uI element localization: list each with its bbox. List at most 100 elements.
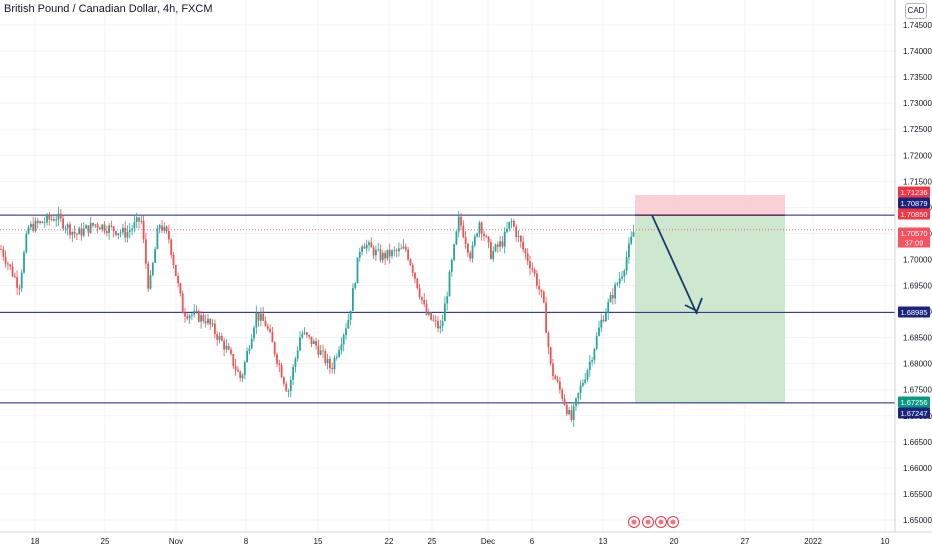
candle-body: [36, 220, 39, 224]
candle-body: [501, 241, 504, 247]
time-tick-label: Nov: [169, 537, 183, 546]
candle-body: [278, 363, 281, 366]
currency-badge[interactable]: CAD: [905, 3, 927, 19]
candle-body: [255, 312, 258, 328]
candle-body: [230, 349, 232, 355]
price-tick-label: 1.74500: [903, 21, 932, 30]
candle-body: [110, 225, 113, 227]
candle-body: [602, 319, 605, 322]
candle-body: [220, 335, 223, 341]
candle-body: [453, 244, 455, 260]
candle-body: [191, 314, 193, 316]
candle-body: [227, 345, 230, 350]
candle-body: [269, 328, 271, 333]
candle-body: [195, 310, 198, 312]
candle-body: [444, 303, 446, 322]
candle-body: [361, 246, 363, 252]
candle-body: [27, 227, 30, 234]
candle-body: [400, 248, 403, 250]
candle-body: [53, 219, 55, 221]
candle-body: [575, 398, 577, 406]
candle-body: [473, 236, 476, 246]
candle-body: [407, 249, 409, 260]
candle-body: [434, 320, 437, 322]
candle-body: [119, 232, 122, 234]
candle-body: [11, 266, 14, 277]
candle-body: [524, 249, 527, 254]
candle-body: [69, 224, 71, 235]
candle-body: [439, 326, 442, 329]
candle-body: [168, 231, 170, 240]
candle-body: [296, 350, 299, 359]
candle-body: [294, 358, 297, 367]
candle-body: [138, 217, 140, 222]
price-label-box: [898, 186, 930, 198]
candle-body: [450, 259, 453, 272]
candle-body: [494, 244, 497, 251]
candle-body: [536, 273, 538, 286]
take-profit-zone[interactable]: [635, 215, 785, 403]
candle-body: [239, 371, 242, 379]
candle-body: [128, 230, 131, 232]
candle-body: [43, 222, 46, 224]
candle-body: [358, 251, 361, 258]
time-tick-label: 18: [31, 537, 40, 546]
candle-body: [526, 253, 529, 262]
event-markers: [628, 516, 679, 528]
candle-body: [257, 312, 260, 321]
candle-body: [628, 243, 630, 258]
candle-body: [423, 300, 426, 305]
candle-body: [253, 327, 255, 339]
candle-body: [48, 215, 51, 220]
price-tick-label: 1.73500: [903, 73, 932, 82]
price-tick-label: 1.68000: [903, 360, 932, 369]
candle-body: [62, 218, 64, 229]
candle-body: [446, 296, 449, 304]
candle-body: [600, 319, 603, 328]
candle-body: [179, 283, 182, 294]
candle-body: [614, 284, 616, 299]
economic-event-flag: [658, 519, 664, 525]
candle-body: [538, 285, 541, 290]
candle-body: [237, 369, 239, 372]
candle-body: [556, 379, 559, 382]
candle-body: [200, 315, 202, 322]
candle-body: [354, 283, 357, 289]
candle-body: [531, 268, 534, 270]
candle-body: [605, 313, 607, 322]
price-label-text: 1.67247: [900, 409, 927, 418]
candle-body: [310, 336, 313, 345]
candle-body: [181, 293, 184, 314]
candle-body: [197, 311, 200, 322]
candle-body: [13, 276, 16, 278]
candle-body: [243, 362, 246, 375]
candle-body: [368, 242, 370, 245]
candle-body: [0, 249, 2, 250]
candle-body: [427, 312, 430, 315]
candle-body: [492, 250, 495, 259]
candle-body: [23, 252, 25, 273]
candle-body: [174, 264, 177, 277]
candle-body: [214, 323, 216, 335]
candle-body: [370, 242, 373, 248]
candle-body: [607, 302, 610, 314]
candle-body: [563, 398, 566, 405]
candle-body: [365, 244, 368, 249]
candle-body: [264, 320, 267, 327]
candle-body: [193, 310, 196, 315]
candle-body: [103, 224, 106, 232]
horizontal-levels: [0, 214, 895, 404]
projection-arrow: [651, 214, 703, 315]
economic-event-flag: [645, 519, 651, 525]
candle-body: [301, 333, 304, 338]
price-tick-label: 1.65000: [903, 516, 932, 525]
candles: [0, 206, 635, 427]
time-tick-label: 15: [314, 537, 323, 546]
candle-body: [126, 231, 129, 238]
candle-body: [158, 225, 161, 229]
arrow-shaft: [651, 214, 698, 315]
stop-loss-zone[interactable]: [635, 195, 785, 216]
candle-body: [7, 263, 9, 265]
price-label-box: [898, 208, 930, 220]
